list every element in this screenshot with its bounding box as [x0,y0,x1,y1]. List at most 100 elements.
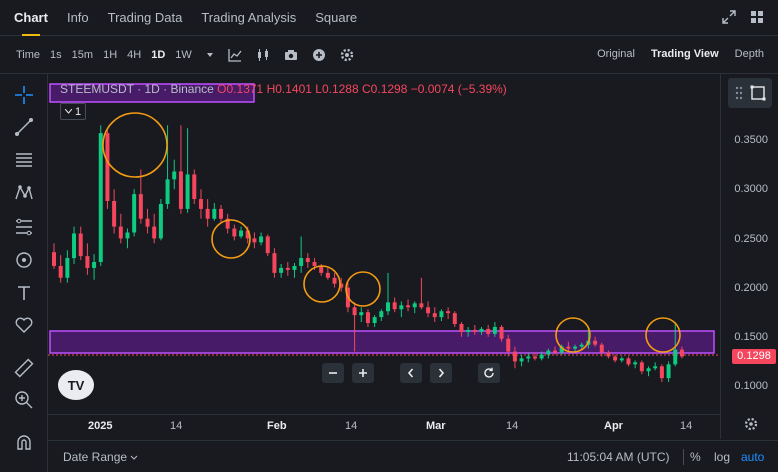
scroll-right-button[interactable] [430,363,452,383]
candle-down[interactable] [659,366,664,379]
interval-1w[interactable]: 1W [175,48,192,61]
zoom-in-icon[interactable] [12,388,36,412]
tab-square[interactable]: Square [315,9,358,25]
candle-down[interactable] [252,238,257,243]
interval-1d[interactable]: 1D [151,48,166,61]
candle-down[interactable] [205,208,210,219]
candle-down[interactable] [486,328,491,334]
candle-down[interactable] [332,277,337,284]
candle-down[interactable] [499,326,504,339]
candle-up[interactable] [519,358,524,362]
candle-down[interactable] [553,350,557,353]
candle-down[interactable] [593,340,598,345]
candle-down[interactable] [426,307,431,314]
candle-down[interactable] [152,226,157,239]
candle-up[interactable] [98,133,103,263]
candle-down[interactable] [566,346,571,349]
candle-up[interactable] [239,230,244,237]
fib-retracement-icon[interactable] [12,215,36,239]
candle-down[interactable] [406,305,411,308]
candle-down[interactable] [626,358,631,365]
camera-icon[interactable] [284,48,298,62]
date-range-button[interactable]: Date Range [63,450,138,464]
candle-down[interactable] [319,265,324,273]
tab-info[interactable]: Info [66,9,89,25]
tab-trading-data[interactable]: Trading Data [107,9,183,25]
settings-gear-icon[interactable] [340,48,354,62]
candle-down[interactable] [305,258,310,263]
time-axis[interactable]: 2025 14 Feb 14 Mar 14 Apr 14 [48,414,720,436]
candle-down[interactable] [272,253,277,273]
candle-down[interactable] [58,265,63,278]
candle-down[interactable] [219,208,223,219]
indicator-collapse-button[interactable]: 1 [60,103,86,120]
chart-settings-icon[interactable] [744,417,758,436]
candle-down[interactable] [232,228,237,237]
candle-down[interactable] [52,252,56,266]
candle-down[interactable] [472,329,477,332]
candle-up[interactable] [673,349,678,365]
candle-down[interactable] [339,283,344,288]
candle-up[interactable] [633,362,638,365]
reset-chart-button[interactable] [478,363,500,383]
candle-up[interactable] [372,317,377,324]
selection-tool-button[interactable] [728,78,772,108]
pattern-icon[interactable] [12,181,36,205]
candle-down[interactable] [78,233,83,257]
candle-down[interactable] [613,356,618,361]
candle-up[interactable] [359,312,364,316]
candle-down[interactable] [105,133,110,202]
candle-up[interactable] [172,171,177,180]
candle-up[interactable] [125,232,130,239]
add-icon[interactable] [312,48,326,62]
candle-down[interactable] [599,344,604,353]
percent-scale-toggle[interactable]: % [690,450,701,464]
heart-icon[interactable] [12,313,36,337]
text-tool-icon[interactable] [12,281,36,305]
candle-down[interactable] [198,199,203,209]
candle-down[interactable] [178,171,183,209]
candle-up[interactable] [579,344,584,347]
price-axis[interactable]: 0.3500 0.3000 0.2500 0.2000 0.1500 0.100… [720,74,778,439]
candle-up[interactable] [439,311,444,318]
candle-down[interactable] [352,307,357,316]
candle-up[interactable] [466,329,471,332]
interval-1s[interactable]: 1s [50,48,62,61]
candle-up[interactable] [412,303,417,308]
candle-up[interactable] [539,354,544,359]
candle-up[interactable] [546,350,551,355]
interval-4h[interactable]: 4H [127,48,142,61]
candle-up[interactable] [279,267,284,273]
scroll-left-button[interactable] [400,363,422,383]
candle-down[interactable] [365,312,370,324]
candle-down[interactable] [512,351,517,362]
candle-up[interactable] [653,366,658,369]
candle-up[interactable] [619,358,624,361]
candle-down[interactable] [446,311,451,314]
candle-down[interactable] [432,313,437,318]
auto-scale-toggle[interactable]: auto [741,450,765,464]
candle-up[interactable] [185,174,190,209]
ruler-icon[interactable] [12,356,36,380]
candle-up[interactable] [72,233,77,259]
chart-pane[interactable]: STEEMUSDT · 1D · Binance O0.1371 H0.1401… [48,74,778,439]
candle-down[interactable] [459,324,464,332]
candle-up[interactable] [158,203,163,239]
expand-icon[interactable] [722,10,736,29]
candle-down[interactable] [118,226,123,239]
candle-up[interactable] [399,305,404,310]
view-depth[interactable]: Depth [734,48,764,60]
magnet-icon[interactable] [12,431,36,455]
candle-up[interactable] [479,328,484,332]
tab-chart[interactable]: Chart [14,0,48,36]
interval-15m[interactable]: 15m [71,48,94,61]
candle-up[interactable] [165,179,170,204]
candle-down[interactable] [639,362,644,372]
interval-1h[interactable]: 1H [103,48,118,61]
indicators-icon[interactable] [228,48,242,62]
candle-down[interactable] [679,349,684,357]
candle-up[interactable] [65,258,70,278]
candle-down[interactable] [606,352,611,357]
view-trading-view[interactable]: Trading View [650,48,719,60]
interval-dropdown-icon[interactable] [206,51,214,59]
